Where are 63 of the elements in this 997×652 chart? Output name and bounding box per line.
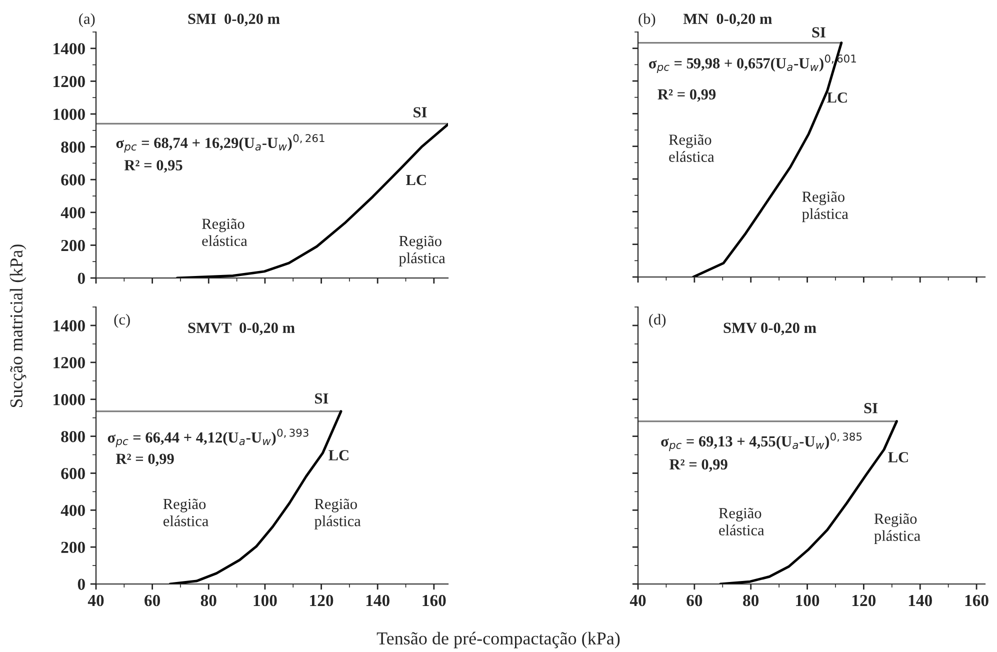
y-axis-title: Sucção matricial (kPa) (10, 244, 26, 408)
text: SMVT 0-0,20 m (188, 322, 295, 336)
x-tick-label: 40 (88, 594, 104, 606)
chart-title: SMI 0-0,20 m (188, 14, 280, 26)
annotation: Região plástica (874, 513, 920, 544)
x-tick-label: 60 (144, 594, 160, 606)
annotation: (d) (649, 314, 666, 328)
annotation: Região plástica (398, 236, 446, 266)
y-tick-label: 400 (60, 207, 85, 218)
x-tick-label: 80 (743, 594, 759, 606)
x-tick-label: 80 (200, 594, 216, 606)
y-tick-label: 1400 (54, 320, 85, 332)
y-tick-label: 200 (61, 542, 85, 554)
annotation: R² = 0,99 (116, 454, 174, 466)
y-tick-label: 1400 (54, 43, 85, 54)
annotation: Região elástica (163, 498, 208, 526)
x-tick-label: 120 (310, 594, 334, 606)
annotation: Região elástica (718, 508, 764, 536)
annotation: SI (864, 403, 878, 414)
text: (b) (638, 13, 656, 28)
x-tick-label: 120 (852, 594, 876, 606)
y-tick-label: 800 (61, 430, 85, 442)
x-tick-label: 60 (686, 594, 702, 606)
text: SMV 0-0,20 m (724, 322, 816, 336)
annotation: LC (888, 452, 908, 462)
y-tick-label: 1200 (54, 76, 85, 88)
y-tick-label: 400 (60, 504, 85, 516)
annotation: σ$_{pc}$ = 66,44 + 4,12(U$_{a}$-U$_{w}$)$^{0,393}$ (108, 428, 308, 448)
annotation: SI (315, 393, 328, 404)
y-tick-label: 0 (78, 578, 85, 590)
text: (a) (79, 13, 95, 28)
x-tick-label: 40 (630, 594, 646, 606)
x-tick-label: 100 (254, 594, 277, 606)
y-tick-label: 1000 (54, 108, 85, 120)
x-axis-title: Tensão de pré-compactação (kPa) (376, 632, 620, 648)
annotation: (c) (114, 314, 130, 328)
annotation: R² = 0,99 (669, 459, 728, 472)
y-tick-label: 800 (61, 142, 85, 153)
y-tick-label: 1200 (54, 357, 85, 368)
annotation: Região elástica (202, 218, 248, 246)
x-tick-label: 100 (796, 594, 820, 606)
x-tick-label: 140 (908, 594, 932, 606)
annotation: σ$_{pc}$ = 68,74 + 16,29(U$_{a}$-U$_{w}$)$^{0,261}$ (116, 134, 324, 153)
x-tick-label: 140 (366, 594, 390, 606)
y-tick-label: 0 (78, 272, 85, 284)
annotation: LC (827, 92, 847, 103)
annotation: R² = 0,95 (124, 160, 182, 173)
annotation: SI (414, 107, 427, 118)
y-tick-label: 1000 (54, 394, 85, 406)
annotation: LC (406, 174, 426, 186)
y-tick-label: 200 (61, 240, 85, 252)
x-tick-label: 160 (965, 594, 988, 606)
annotation: LC (328, 450, 348, 460)
annotation: σ$_{pc}$ = 69,13 + 4,55(U$_{a}$-U$_{w}$)$^{0,385}$ (661, 432, 862, 452)
y-tick-label: 600 (61, 174, 85, 186)
annotation: Região plástica (802, 191, 848, 222)
x-tick-label: 160 (422, 594, 446, 606)
annotation: Região plástica (314, 498, 361, 530)
annotation: Região elástica (668, 134, 714, 162)
annotation: R² = 0,99 (658, 89, 716, 102)
chart-title: MN 0-0,20 m (683, 14, 772, 26)
annotation: SI (812, 27, 826, 38)
y-tick-label: 600 (61, 468, 85, 480)
